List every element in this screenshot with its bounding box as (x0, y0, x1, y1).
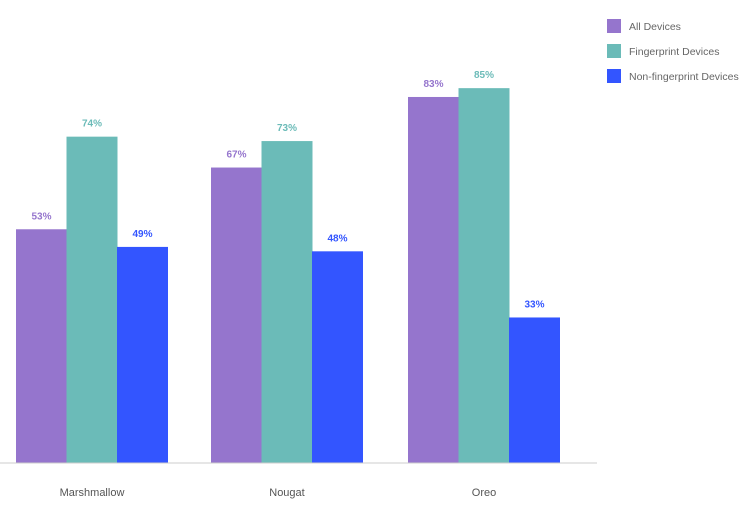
legend-swatch-fingerprint-devices (607, 44, 621, 58)
bar-marshmallow-all-devices (16, 229, 67, 463)
bars-layer (16, 88, 560, 464)
legend-swatch-all-devices (607, 19, 621, 33)
category-labels-layer: Marshmallow Nougat Oreo (60, 487, 497, 499)
value-label-nougat-non-fingerprint-devices: 48% (327, 233, 347, 244)
value-label-oreo-non-fingerprint-devices: 33% (524, 299, 544, 310)
bar-nougat-all-devices (211, 167, 262, 463)
value-label-marshmallow-non-fingerprint-devices: 49% (132, 229, 152, 240)
value-label-marshmallow-all-devices: 53% (31, 211, 51, 222)
value-label-nougat-all-devices: 67% (226, 150, 246, 161)
bar-marshmallow-fingerprint-devices (66, 136, 118, 463)
bar-nougat-non-fingerprint-devices (312, 251, 363, 463)
legend-swatch-non-fingerprint-devices (607, 69, 621, 83)
value-label-marshmallow-fingerprint-devices: 74% (82, 119, 102, 130)
value-label-oreo-fingerprint-devices: 85% (474, 70, 494, 81)
category-label-marshmallow: Marshmallow (60, 487, 125, 499)
value-label-oreo-all-devices: 83% (423, 79, 443, 90)
legend-label-all-devices: All Devices (629, 21, 681, 33)
category-label-nougat: Nougat (269, 487, 304, 499)
bar-oreo-all-devices (408, 96, 459, 463)
legend-label-fingerprint-devices: Fingerprint Devices (629, 46, 719, 58)
value-label-nougat-fingerprint-devices: 73% (277, 123, 297, 134)
legend-label-non-fingerprint-devices: Non-fingerprint Devices (629, 71, 739, 83)
bar-oreo-fingerprint-devices (458, 88, 510, 464)
value-labels-layer: 53% 74% 49% 67% 73% 48% 83% 85% 33% (31, 70, 544, 310)
bar-nougat-fingerprint-devices (261, 141, 313, 463)
category-label-oreo: Oreo (472, 487, 496, 499)
bar-marshmallow-non-fingerprint-devices (117, 246, 168, 463)
bar-oreo-non-fingerprint-devices (509, 317, 560, 463)
legend: All Devices Fingerprint Devices Non-finger… (607, 19, 739, 83)
